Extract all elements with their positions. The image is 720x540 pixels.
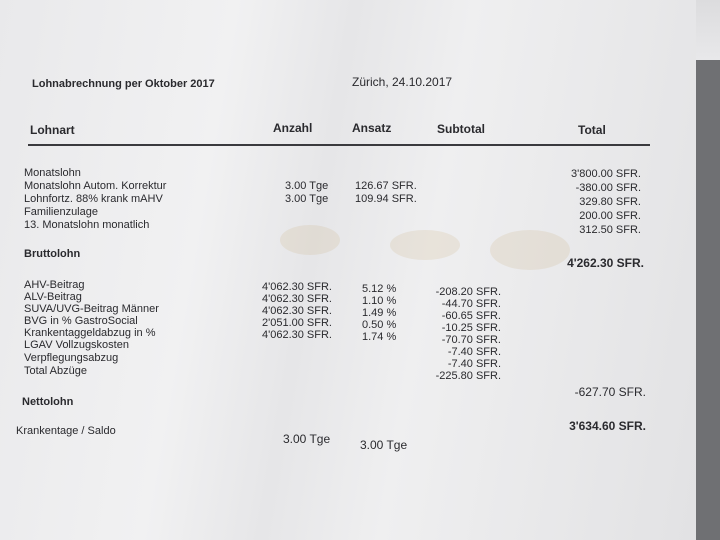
bruttolohn-total: 4'262.30 SFR. [567,256,644,270]
deduction-basis: 4'062.30 SFR. [262,329,332,341]
earning-anzahl: 3.00 Tge [285,193,329,205]
sick-days-anzahl: 3.00 Tge [283,432,331,446]
col-lohnart: Lohnart [30,123,75,137]
deduction-subtotal: -70.70 SFR. [441,334,501,346]
earning-ansatz: 109.94 SFR. [355,193,417,205]
deduction-subtotal: -7.40 SFR. [447,358,501,370]
earning-total: 200.00 SFR. [579,210,641,222]
deduction-label: AHV-Beitrag [24,279,85,291]
deduction-subtotal: -10.25 SFR. [441,322,501,334]
nettolohn-total: 3'634.60 SFR. [569,419,646,433]
earning-total: 329.80 SFR. [579,196,641,208]
earning-label: Monatslohn Autom. Korrektur [24,180,167,192]
deduction-rate: 1.10 % [362,295,397,307]
deduction-label: LGAV Vollzugskosten [24,339,129,351]
earning-total: 3'800.00 SFR. [571,168,641,180]
deductions-total: -627.70 SFR. [574,385,646,399]
deduction-basis: 4'062.30 SFR. [262,281,332,293]
deduction-label: ALV-Beitrag [24,291,82,303]
deduction-label: Krankentaggeldabzug in % [24,327,156,339]
deduction-basis: 4'062.30 SFR. [262,293,332,305]
earning-anzahl: 3.00 Tge [285,180,329,192]
earning-total: 312.50 SFR. [579,224,641,236]
document-title: Lohnabrechnung per Oktober 2017 [32,78,215,90]
deduction-rate: 0.50 % [362,319,397,331]
deduction-subtotal: -225.80 SFR. [435,370,501,382]
sick-days-ansatz: 3.00 Tge [360,438,408,452]
payslip-document: Lohnabrechnung per Oktober 2017 Zürich, … [0,0,696,540]
deduction-rate: 1.74 % [362,331,397,343]
bruttolohn-label: Bruttolohn [24,248,81,260]
earning-ansatz: 126.67 SFR. [355,180,417,192]
deduction-subtotal: -208.20 SFR. [435,286,501,298]
place-date: Zürich, 24.10.2017 [352,75,453,89]
deduction-subtotal: -7.40 SFR. [447,346,501,358]
header-divider [28,144,650,146]
deduction-basis: 4'062.30 SFR. [262,305,332,317]
col-anzahl: Anzahl [273,121,313,135]
earning-label: Familienzulage [24,206,98,218]
deduction-subtotal: -44.70 SFR. [441,298,501,310]
sick-days-label: Krankentage / Saldo [16,425,116,437]
deduction-label: Total Abzüge [24,365,87,377]
col-total: Total [578,123,606,137]
earning-label: Monatslohn [24,167,81,179]
deduction-label: BVG in % GastroSocial [24,315,138,327]
earning-total: -380.00 SFR. [575,182,641,194]
deduction-subtotal: -60.65 SFR. [441,310,501,322]
deduction-label: Verpflegungsabzug [24,352,119,364]
col-subtotal: Subtotal [437,122,485,136]
earning-label: 13. Monatslohn monatlich [24,219,150,231]
nettolohn-label: Nettolohn [22,396,74,408]
deduction-rate: 5.12 % [362,283,397,295]
col-ansatz: Ansatz [352,121,392,135]
deduction-label: SUVA/UVG-Beitrag Männer [24,303,159,315]
earning-label: Lohnfortz. 88% krank mAHV [24,193,163,205]
deduction-basis: 2'051.00 SFR. [262,317,332,329]
deduction-rate: 1.49 % [362,307,397,319]
